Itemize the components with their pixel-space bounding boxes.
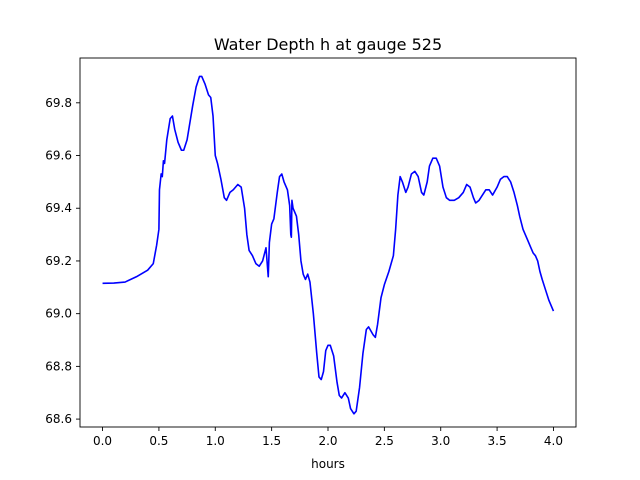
y-tick-label: 69.0 xyxy=(45,307,72,321)
chart-title: Water Depth h at gauge 525 xyxy=(214,35,442,54)
x-tick-label: 1.0 xyxy=(206,434,225,448)
y-tick-label: 69.6 xyxy=(45,149,72,163)
x-tick-label: 1.5 xyxy=(262,434,281,448)
axes-frame xyxy=(79,57,577,428)
x-tick-label: 2.5 xyxy=(375,434,394,448)
x-tick-label: 3.5 xyxy=(488,434,507,448)
series-line-0 xyxy=(102,75,555,415)
plot-area: 0.0 0.5 1.0 1.5 2.0 2.5 3.0 3.5 4.0 68.6 68.8 69.0 6… xyxy=(45,57,577,448)
y-tick-label: 69.4 xyxy=(45,201,72,215)
x-tick-label: 0.0 xyxy=(93,434,112,448)
x-tick-label: 0.5 xyxy=(149,434,168,448)
y-tick-label: 69.2 xyxy=(45,254,72,268)
y-tick-label: 68.6 xyxy=(45,412,72,426)
x-tick-label: 4.0 xyxy=(544,434,563,448)
y-tick-label: 68.8 xyxy=(45,359,72,373)
y-tick-label: 69.8 xyxy=(45,96,72,110)
x-tick-label: 3.0 xyxy=(431,434,450,448)
x-axis-label: hours xyxy=(311,457,345,471)
x-tick-label: 2.0 xyxy=(318,434,337,448)
